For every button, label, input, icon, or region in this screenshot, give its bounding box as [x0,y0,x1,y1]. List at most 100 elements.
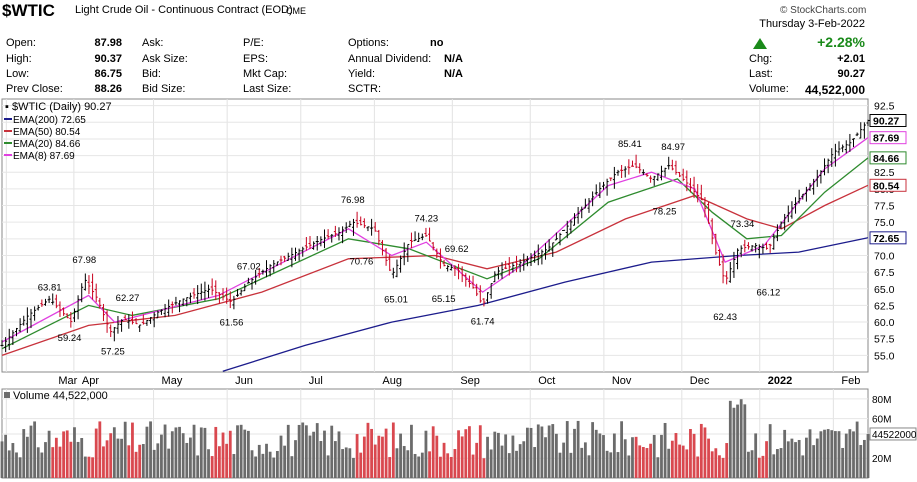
volume-bar [246,430,250,478]
volume-bar [333,441,337,478]
price-tag-box [869,231,907,245]
price-annotation: 67.02 [237,261,261,272]
volume-bar [152,449,156,478]
volume-bar [703,427,707,478]
volume-bar [33,421,37,478]
volume-bar [583,442,587,478]
volume-title: Volume 44,522,000 [13,390,108,402]
volume-bar [344,447,348,478]
price-bar [4,337,8,353]
price-bar [261,269,265,275]
price-bar [58,301,62,317]
x-tick-label: Oct [538,375,555,387]
options-value: no [430,37,444,49]
price-bar [362,218,366,229]
price-bar [43,298,47,306]
price-tag: 80.54 [869,178,907,192]
price-bar [192,288,196,299]
volume-bar [500,445,504,478]
volume-bar [507,453,511,478]
volume-bar [424,430,428,478]
last-label: Last: [749,68,773,80]
price-bar [601,181,605,190]
volume-bar [591,422,595,478]
volume-bar [261,453,265,478]
price-bar [833,143,837,167]
volume-bar [428,451,431,478]
price-tag: 72.65 [869,231,907,245]
price-bar [159,309,163,315]
price-bar [141,314,145,325]
price-bar [243,283,247,292]
volume-bar [11,443,15,478]
price-bar [145,319,149,326]
price-bar [761,243,765,254]
price-bar [536,244,540,266]
volume-bar [80,438,84,478]
volume-bar [663,422,667,478]
price-bar [188,292,192,304]
volume-bar [352,457,355,478]
price-bar [101,303,105,322]
volume-bar [649,443,652,478]
price-bar [554,232,558,241]
price-bar [467,275,471,288]
price-bar [703,197,707,218]
price-bar [380,240,384,256]
volume-bar [384,428,388,478]
price-bar [232,295,236,310]
volume-bar [297,424,301,478]
volume-bar [536,424,540,478]
volume-bar [406,450,410,478]
price-bar [290,247,294,268]
volume-bar [228,430,232,478]
volume-bar [370,428,373,478]
price-tag-label: 84.66 [873,153,899,165]
volume-bar [493,431,497,478]
volume-bar [105,440,109,478]
volume-bar [36,447,40,478]
price-bar [547,239,551,252]
price-title: ▪ $WTIC (Daily) 90.27 [5,101,112,113]
credit-label: © StockCharts.com [780,5,867,16]
price-bar [558,232,562,246]
volume-bar [109,433,113,478]
eps-label: EPS: [243,53,269,65]
volume-bar [167,448,171,478]
price-bar [612,166,616,189]
volume-bar [44,442,47,478]
volume-bar [670,440,674,478]
volume-bar [174,427,178,478]
volume-bar [721,457,725,478]
price-bar [413,231,417,242]
price-bar [819,170,823,184]
price-bar [409,232,413,249]
volume-bar [714,448,718,478]
price-bar [406,243,410,262]
price-bar [163,303,167,318]
volume-bar [747,451,750,478]
price-bar [841,144,845,153]
volume-bar [457,430,460,478]
price-bar [801,193,805,200]
volume-bar [203,427,207,478]
volume-bar [312,431,316,478]
price-bar [265,260,269,278]
volume-bar [551,424,555,478]
volume-bar [750,450,754,478]
volume-bar [160,434,163,478]
volume-bar [699,423,703,478]
volume-bar [275,450,279,478]
ema50-line [1,184,869,357]
price-bar [489,283,493,299]
volume-bar [373,444,377,478]
price-bar [123,314,127,320]
volume-bar [94,428,98,478]
price-bar [47,295,51,304]
volume-bar [696,456,700,478]
volume-bar [0,441,4,478]
price-tag-box [869,131,907,145]
price-annotation: 85.41 [618,139,642,150]
volume-bar [525,427,529,478]
volume-bar [29,425,33,478]
